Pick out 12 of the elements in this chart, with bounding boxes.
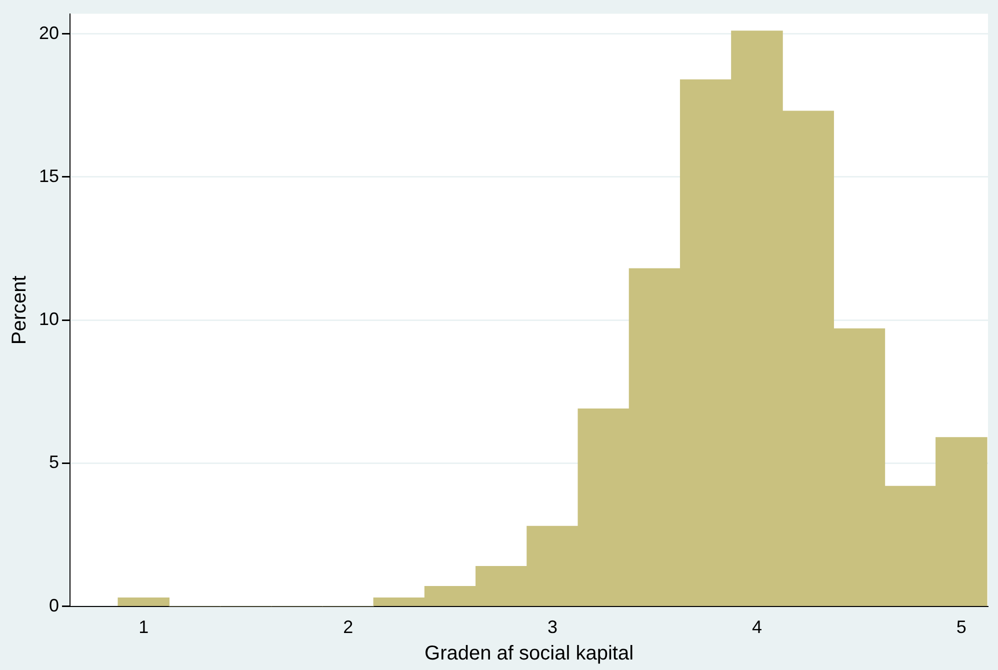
y-tick-label: 15 — [38, 166, 60, 186]
y-tick-label: 0 — [49, 595, 60, 616]
x-tick-label: 5 — [956, 617, 966, 638]
x-tick-label: 2 — [343, 617, 354, 638]
x-tick-label: 1 — [138, 617, 149, 638]
y-tick-label: 5 — [49, 452, 60, 472]
y-tick-label: 10 — [38, 309, 60, 330]
y-axis-title: Percent — [8, 275, 31, 345]
y-tick-label: 20 — [38, 22, 60, 43]
x-axis-title: Graden af social kapital — [424, 642, 634, 665]
x-tick-label: 4 — [752, 617, 762, 638]
x-tick-label: 3 — [548, 617, 558, 638]
